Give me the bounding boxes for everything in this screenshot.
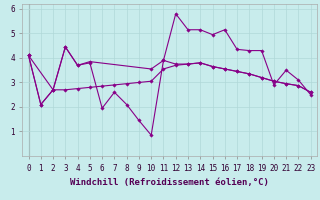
X-axis label: Windchill (Refroidissement éolien,°C): Windchill (Refroidissement éolien,°C) <box>70 178 269 187</box>
